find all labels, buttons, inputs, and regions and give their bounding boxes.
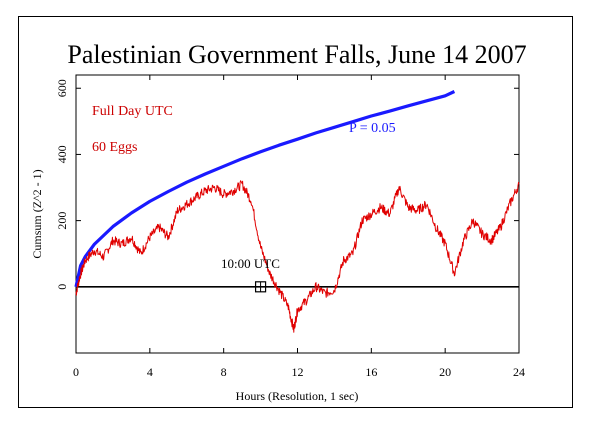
x-tick-label: 12 xyxy=(292,365,304,379)
x-tick-label: 0 xyxy=(73,365,79,379)
annotation-eggs: 60 Eggs xyxy=(92,140,138,155)
y-tick-label: 200 xyxy=(55,212,69,230)
x-tick-label: 8 xyxy=(221,365,227,379)
y-axis-label: Cumsum (Z^2 - 1) xyxy=(30,169,44,258)
y-tick-label: 0 xyxy=(55,284,69,290)
series-line-probability xyxy=(74,90,456,288)
chart-svg: Palestinian Government Falls, June 14 20… xyxy=(30,40,527,403)
x-tick-label: 20 xyxy=(439,365,451,379)
series-layer xyxy=(74,90,520,333)
chart-frame: Palestinian Government Falls, June 14 20… xyxy=(18,16,573,408)
x-tick-label: 4 xyxy=(147,365,153,379)
y-tick-label: 400 xyxy=(55,145,69,163)
x-axis-label: Hours (Resolution, 1 sec) xyxy=(236,389,359,403)
annotation-full-day: Full Day UTC xyxy=(92,104,173,119)
x-tick-labels: 0 4 8 12 16 20 24 xyxy=(73,365,525,379)
chart-title: Palestinian Government Falls, June 14 20… xyxy=(67,40,526,69)
annotation-p-value: P = 0.05 xyxy=(349,121,396,136)
y-tick-label: 600 xyxy=(55,79,69,97)
y-tick-labels: 0 200 400 600 xyxy=(55,79,69,290)
x-tick-label: 24 xyxy=(513,365,525,379)
series-line-cumsum xyxy=(75,180,520,333)
x-tick-label: 16 xyxy=(365,365,377,379)
event-marker xyxy=(254,281,267,293)
annotation-event: 10:00 UTC xyxy=(221,256,280,271)
axis-ticks xyxy=(75,75,520,353)
